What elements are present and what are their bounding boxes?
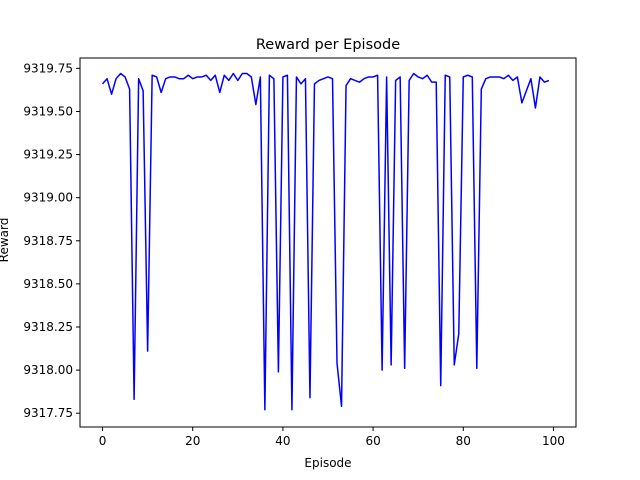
- chart-title: Reward per Episode: [256, 37, 400, 53]
- series-line-0: [101, 72, 550, 411]
- y-axis-label: Reward: [0, 218, 11, 263]
- y-tick-label: 9318.00: [23, 363, 73, 377]
- y-tick-label: 9319.00: [23, 191, 73, 205]
- x-tick-label: 40: [275, 434, 290, 448]
- x-tick-label: 60: [365, 434, 380, 448]
- x-axis-label: Episode: [304, 456, 351, 470]
- plot-frame: [79, 57, 577, 428]
- y-tick-label: 9319.25: [23, 148, 73, 162]
- x-axis: 0 20 40 60 80 100: [99, 427, 565, 448]
- y-tick-label: 9319.75: [23, 61, 73, 75]
- x-tick-label: 100: [542, 434, 565, 448]
- y-tick-label: 9318.25: [23, 320, 73, 334]
- plot-area: [101, 72, 550, 411]
- x-tick-label: 80: [456, 434, 471, 448]
- y-tick-label: 9318.75: [23, 234, 73, 248]
- x-tick-label: 0: [99, 434, 107, 448]
- y-tick-label: 9317.75: [23, 406, 73, 420]
- y-tick-label: 9318.50: [23, 277, 73, 291]
- y-tick-label: 9319.50: [23, 104, 73, 118]
- x-tick-label: 20: [185, 434, 200, 448]
- y-axis: 9317.75 9318.00 9318.25 9318.50 9318.75 9319.…: [23, 61, 80, 420]
